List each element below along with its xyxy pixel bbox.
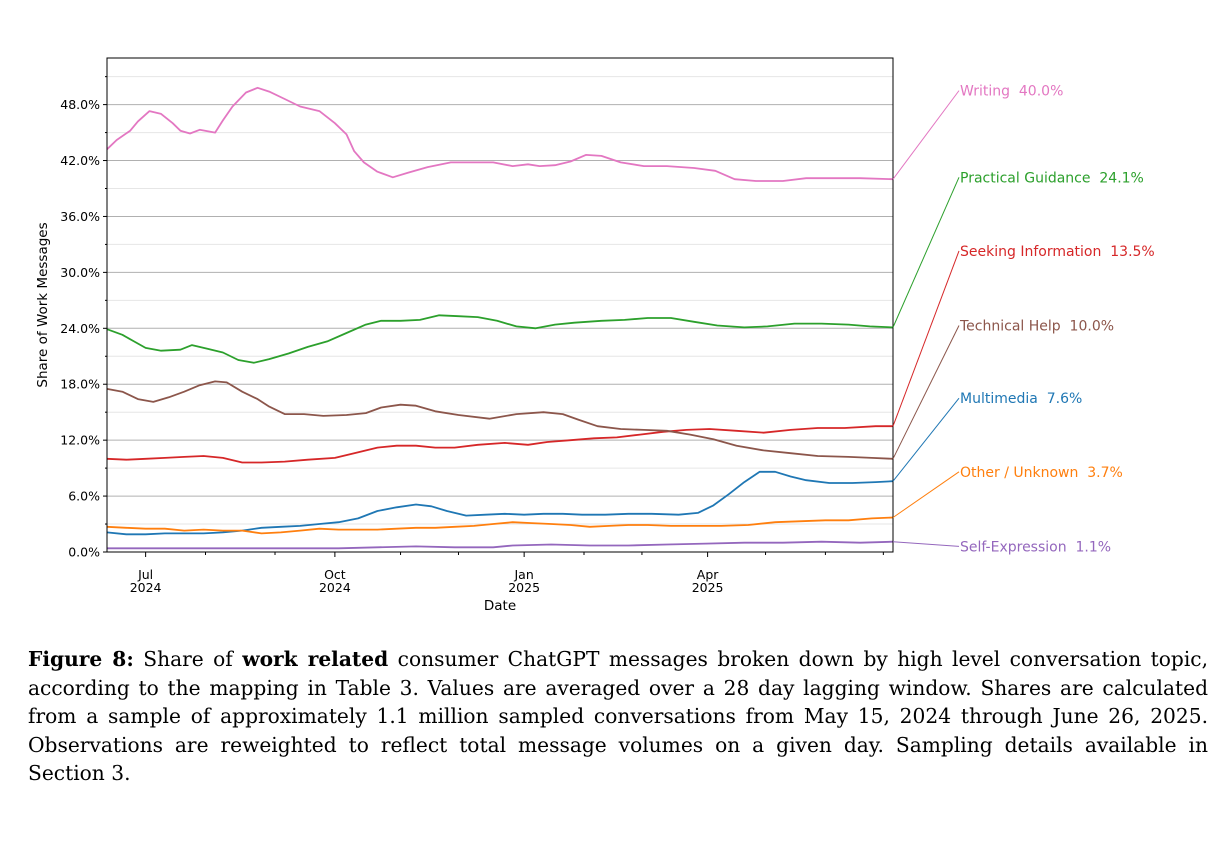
series-labels: Writing 40.0% Practical Guidance 24.1% See… [892,84,1155,555]
caption-text-before: Share of [143,647,233,671]
x-tick-label: 2024 [130,580,162,595]
label-connector-2 [892,250,960,427]
label-connector-0 [892,90,960,180]
caption-bold-phrase: work related [242,647,389,671]
series-label-1: Practical Guidance 24.1% [960,170,1144,186]
series-label-0: Writing 40.0% [960,84,1063,100]
series-line-1 [106,314,894,364]
x-tick-label: Apr [697,567,719,582]
series-lines [106,86,894,550]
caption-text-after: consumer ChatGPT messages broken down by… [28,647,1209,785]
figure-caption: Figure 8: Share of work related consumer… [28,645,1208,788]
y-tick-label: 6.0% [68,489,100,504]
y-tick-label: 0.0% [68,545,100,560]
series-line-3 [106,380,894,460]
x-tick-label: 2025 [508,580,540,595]
label-connector-4 [892,397,960,482]
label-connector-6 [892,541,960,547]
x-axis-label: Date [484,598,516,614]
series-label-2: Seeking Information 13.5% [960,244,1155,260]
x-tick-label: 2025 [692,580,724,595]
x-tick-label: Oct [324,567,346,582]
series-label-4: Multimedia 7.6% [960,391,1082,407]
y-tick-label: 42.0% [60,153,100,168]
x-tick-label: 2024 [319,580,351,595]
label-connector-3 [892,325,960,460]
label-connector-5 [892,471,960,518]
y-axis-label: Share of Work Messages [35,222,51,387]
series-label-3: Technical Help 10.0% [959,319,1114,335]
x-tick-label: Jan [513,567,533,582]
axes: 0.0% 6.0% 12.0% 18.0% 24.0% 30.0% 36.0% 42.0% 48… [60,57,894,595]
series-line-4 [106,470,894,536]
series-line-6 [107,540,894,550]
series-label-6: Self-Expression 1.1% [960,539,1111,555]
series-line-0 [106,86,894,182]
x-tick-label: Jul [137,567,153,582]
series-line-5 [106,516,894,535]
label-connector-1 [892,177,960,328]
line-chart: 0.0% 6.0% 12.0% 18.0% 24.0% 30.0% 36.0% 42.0% 48… [35,57,1155,614]
y-tick-label: 30.0% [60,265,100,280]
y-tick-label: 12.0% [60,433,100,448]
series-label-5: Other / Unknown 3.7% [960,465,1123,481]
y-tick-label: 48.0% [60,97,100,112]
gridlines [107,76,893,553]
series-line-2 [106,425,893,464]
y-tick-label: 24.0% [60,321,100,336]
plot-frame [106,57,894,553]
y-tick-label: 36.0% [60,209,100,224]
y-tick-label: 18.0% [60,377,100,392]
caption-label: Figure 8: [28,647,134,671]
